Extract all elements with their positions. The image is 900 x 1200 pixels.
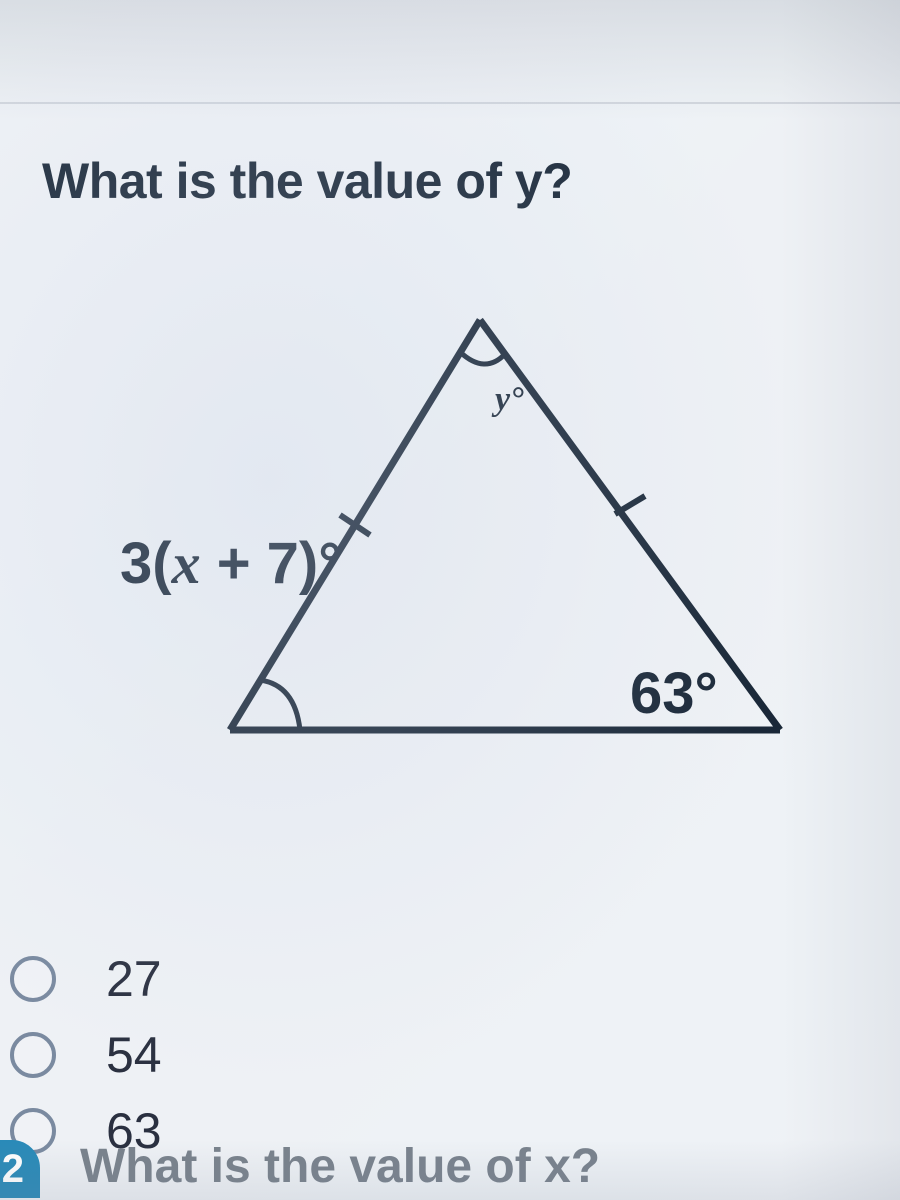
- option-label-1: 27: [106, 950, 162, 1008]
- bottom-fade: [0, 1140, 900, 1200]
- expr-part-2: + 7)°: [201, 531, 342, 596]
- expr-variable-x: x: [172, 531, 201, 596]
- section-divider: [0, 102, 900, 104]
- right-angle-value: 63°: [630, 660, 718, 727]
- left-tick-mark: [340, 515, 370, 535]
- option-row-2[interactable]: 54: [10, 1026, 162, 1084]
- apex-angle-label: y°: [491, 381, 524, 418]
- option-label-2: 54: [106, 1026, 162, 1084]
- radio-button-2[interactable]: [10, 1032, 56, 1078]
- option-row-1[interactable]: 27: [10, 950, 162, 1008]
- apex-angle-arc: [460, 352, 505, 364]
- expr-part-1: 3(: [120, 531, 172, 596]
- question-prompt: What is the value of y?: [42, 152, 572, 210]
- left-base-angle-arc: [260, 680, 300, 730]
- left-angle-expression: 3(x + 7)°: [120, 530, 341, 597]
- radio-button-1[interactable]: [10, 956, 56, 1002]
